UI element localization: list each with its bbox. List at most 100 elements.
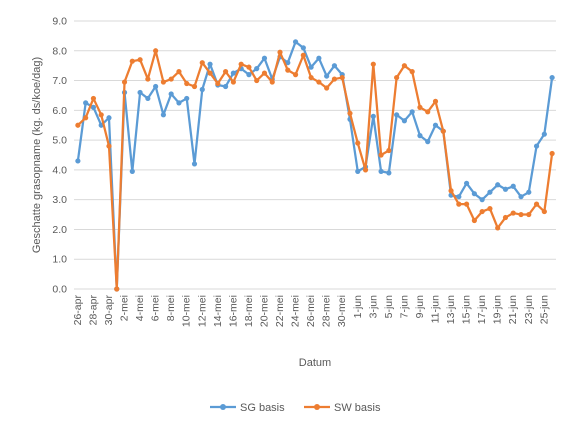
- data-point: [471, 217, 477, 224]
- x-tick-label: 14-mei: [212, 295, 224, 327]
- data-point: [184, 95, 190, 102]
- data-point: [90, 104, 97, 110]
- data-point: [129, 58, 135, 64]
- y-tick-label: 6.0: [52, 105, 67, 117]
- data-point: [261, 55, 268, 61]
- data-point: [432, 122, 439, 128]
- y-tick-label: 8.0: [52, 45, 67, 57]
- x-tick-label: 18-mei: [243, 295, 255, 327]
- x-tick-label: 12-mei: [196, 295, 208, 327]
- data-point: [316, 79, 322, 85]
- data-point: [246, 64, 252, 70]
- legend-marker: [220, 404, 226, 410]
- data-point: [83, 115, 89, 121]
- legend-marker: [314, 404, 320, 410]
- y-tick-label: 4.0: [52, 164, 67, 176]
- data-point: [199, 86, 205, 93]
- data-point: [510, 183, 516, 189]
- data-point: [168, 76, 174, 82]
- data-point: [90, 95, 97, 102]
- data-point: [285, 67, 291, 73]
- x-tick-label: 22-mei: [274, 295, 286, 327]
- data-point: [502, 214, 509, 221]
- data-point: [386, 170, 392, 176]
- data-point: [300, 45, 306, 51]
- legend-label: SG basis: [240, 402, 285, 414]
- data-point: [168, 91, 174, 97]
- data-point: [417, 133, 423, 139]
- data-point: [316, 55, 322, 61]
- data-point: [495, 225, 501, 231]
- data-point: [394, 74, 400, 81]
- data-point: [526, 211, 532, 218]
- x-tick-label: 6-mei: [150, 295, 162, 321]
- data-point: [98, 112, 104, 118]
- data-point: [137, 57, 143, 63]
- data-point: [370, 61, 376, 67]
- data-point: [518, 211, 524, 218]
- data-point: [75, 122, 81, 128]
- data-point: [145, 95, 151, 102]
- data-point: [207, 61, 213, 67]
- data-point: [386, 147, 392, 154]
- data-point: [425, 139, 431, 145]
- data-point: [463, 201, 470, 207]
- data-point: [549, 74, 555, 81]
- y-axis-title: Geschatte grasopname (kg. ds/koe/dag): [31, 57, 43, 253]
- data-point: [207, 70, 213, 76]
- data-point: [331, 76, 338, 82]
- series-group: [75, 39, 555, 292]
- data-point: [176, 69, 182, 75]
- x-tick-label: 13-jun: [445, 295, 457, 324]
- data-point: [308, 74, 314, 81]
- data-point: [541, 208, 547, 215]
- data-point: [339, 74, 345, 81]
- data-point: [106, 115, 112, 121]
- data-point: [541, 131, 547, 137]
- y-axis-ticks: 0.0 1.0 2.0 3.0 4.0 5.0 6.0 7.0 8.0 9.0: [52, 16, 67, 296]
- data-point: [277, 49, 283, 55]
- legend-label: SW basis: [334, 402, 381, 414]
- data-point: [409, 69, 415, 75]
- data-point: [401, 63, 408, 69]
- data-point: [160, 79, 167, 85]
- data-point: [83, 100, 89, 106]
- y-tick-label: 1.0: [52, 254, 67, 266]
- legend: SG basis SW basis: [210, 402, 381, 414]
- y-tick-label: 9.0: [52, 16, 67, 28]
- data-point: [75, 158, 81, 164]
- data-point: [324, 85, 330, 91]
- x-tick-label: 1-jun: [352, 295, 364, 319]
- x-tick-label: 21-jun: [507, 295, 519, 324]
- data-point: [370, 113, 376, 119]
- data-point: [347, 110, 353, 116]
- data-point: [176, 100, 182, 106]
- data-point: [153, 48, 159, 54]
- data-point: [324, 73, 330, 79]
- data-point: [285, 60, 291, 66]
- series-line: [77, 49, 554, 291]
- data-point: [222, 69, 229, 75]
- data-point: [378, 152, 384, 158]
- x-tick-label: 28-apr: [87, 295, 99, 326]
- x-tick-label: 17-jun: [476, 295, 488, 324]
- data-point: [191, 83, 198, 90]
- data-point: [502, 186, 509, 192]
- data-point: [292, 72, 299, 78]
- x-tick-label: 26-mei: [305, 295, 317, 327]
- data-point: [145, 76, 151, 82]
- y-tick-label: 2.0: [52, 224, 67, 236]
- x-tick-label: 24-mei: [290, 295, 302, 327]
- x-tick-label: 9-jun: [414, 295, 426, 319]
- x-tick-label: 25-jun: [538, 295, 550, 324]
- data-point: [533, 143, 540, 149]
- data-point: [456, 194, 462, 200]
- data-point: [308, 64, 314, 70]
- data-point: [292, 39, 299, 45]
- data-point: [549, 150, 555, 157]
- data-point: [440, 128, 446, 134]
- x-tick-label: 16-mei: [227, 295, 239, 327]
- data-point: [463, 180, 470, 186]
- data-point: [254, 77, 260, 84]
- data-point: [191, 161, 198, 167]
